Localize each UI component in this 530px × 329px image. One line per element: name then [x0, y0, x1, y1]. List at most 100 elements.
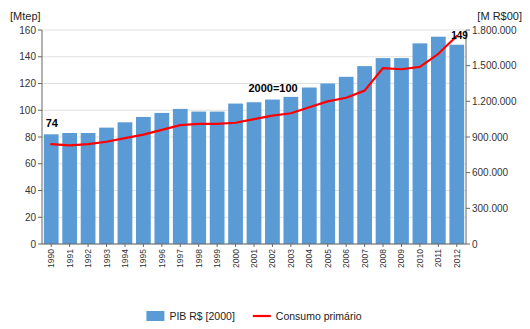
- tick-mark: [161, 244, 162, 247]
- bar: [173, 109, 188, 244]
- x-tick-label: 2010: [415, 249, 425, 268]
- bar: [339, 77, 354, 244]
- tick-mark: [235, 244, 236, 247]
- legend-label: Consumo primário: [276, 310, 362, 322]
- grid-line: [42, 30, 466, 31]
- y2-tick-label: 600.000: [472, 167, 509, 178]
- x-tick-label: 2004: [304, 249, 314, 268]
- tick-mark: [254, 244, 255, 247]
- x-tick-label: 2009: [396, 249, 406, 268]
- bar: [228, 104, 243, 244]
- x-tick-label: 1997: [175, 249, 185, 268]
- bar: [247, 102, 262, 244]
- y-tick-label: 100: [19, 105, 36, 116]
- tick-mark: [51, 244, 52, 247]
- tick-mark: [38, 244, 42, 245]
- legend-item: Consumo primário: [253, 310, 362, 322]
- legend-swatch: [146, 311, 164, 321]
- bar: [376, 58, 391, 244]
- plot-area: [44, 36, 464, 244]
- y-tick-label: 0: [30, 239, 36, 250]
- tick-mark: [419, 244, 420, 247]
- x-tick-label: 1999: [212, 249, 222, 268]
- bar: [394, 58, 409, 244]
- bar: [449, 45, 464, 244]
- y2-tick-label: 0: [472, 239, 478, 250]
- bar: [265, 100, 280, 244]
- tick-mark: [327, 244, 328, 247]
- x-tick-label: 1995: [138, 249, 148, 268]
- tick-mark: [466, 65, 470, 66]
- y-tick-label: 160: [19, 25, 36, 36]
- legend-label: PIB R$ [2000]: [169, 310, 234, 322]
- x-tick-label: 1993: [102, 249, 112, 268]
- chart: 0204060801001201401600300.000600.000900.…: [0, 0, 530, 329]
- x-tick-label: 1992: [83, 249, 93, 268]
- grid-line: [42, 56, 466, 57]
- bar: [62, 133, 77, 244]
- tick-mark: [143, 244, 144, 247]
- x-tick-label: 1990: [46, 249, 56, 268]
- tick-mark: [466, 244, 470, 245]
- x-tick-label: 2008: [378, 249, 388, 268]
- tick-mark: [38, 30, 42, 31]
- y2-axis: [466, 30, 467, 244]
- y-tick-label: 40: [25, 185, 37, 196]
- y2-tick-label: 1.800.000: [472, 25, 517, 36]
- x-tick-label: 1998: [194, 249, 204, 268]
- tick-mark: [38, 83, 42, 84]
- tick-mark: [124, 244, 125, 247]
- x-tick-label: 2002: [267, 249, 277, 268]
- x-tick-label: 1991: [65, 249, 75, 268]
- y-tick-label: 120: [19, 78, 36, 89]
- y-axis-label: [Mtep]: [10, 10, 41, 22]
- y2-tick-label: 1.500.000: [472, 60, 517, 71]
- annotation: 2000=100: [248, 82, 297, 94]
- y2-tick-label: 900.000: [472, 132, 509, 143]
- line: [51, 36, 457, 145]
- tick-mark: [217, 244, 218, 247]
- y2-tick-label: 300.000: [472, 203, 509, 214]
- tick-mark: [364, 244, 365, 247]
- bar: [431, 37, 446, 244]
- y-tick-label: 60: [25, 158, 37, 169]
- bar: [44, 134, 59, 244]
- legend: PIB R$ [2000] Consumo primário: [146, 310, 361, 322]
- bar: [413, 43, 428, 244]
- y-tick-label: 20: [25, 212, 37, 223]
- x-tick-label: 2005: [323, 249, 333, 268]
- tick-mark: [346, 244, 347, 247]
- tick-mark: [38, 190, 42, 191]
- tick-mark: [106, 244, 107, 247]
- tick-mark: [69, 244, 70, 247]
- y2-axis-label: [M R$00]: [477, 10, 522, 22]
- tick-mark: [38, 163, 42, 164]
- bar: [320, 84, 335, 245]
- bar: [99, 128, 114, 244]
- tick-mark: [198, 244, 199, 247]
- x-tick-label: 2011: [433, 249, 443, 268]
- tick-mark: [438, 244, 439, 247]
- bar: [210, 112, 225, 244]
- x-tick-label: 2003: [286, 249, 296, 268]
- bar: [154, 113, 169, 244]
- annotation: 149: [451, 30, 468, 41]
- tick-mark: [401, 244, 402, 247]
- bar: [302, 88, 317, 244]
- annotation: 74: [46, 117, 59, 129]
- x-tick-label: 1994: [120, 249, 130, 268]
- tick-mark: [290, 244, 291, 247]
- x-tick-label: 2012: [452, 249, 462, 268]
- tick-mark: [466, 208, 470, 209]
- y-tick-label: 80: [25, 132, 37, 143]
- tick-mark: [38, 110, 42, 111]
- bar: [81, 133, 96, 244]
- grid: [42, 30, 466, 244]
- x-tick-label: 1996: [157, 249, 167, 268]
- tick-mark: [88, 244, 89, 247]
- y2-tick-label: 1.200.000: [472, 96, 517, 107]
- legend-item: PIB R$ [2000]: [146, 310, 234, 322]
- x-tick-label: 2001: [249, 249, 259, 268]
- y-axis: [42, 30, 43, 244]
- tick-mark: [456, 244, 457, 247]
